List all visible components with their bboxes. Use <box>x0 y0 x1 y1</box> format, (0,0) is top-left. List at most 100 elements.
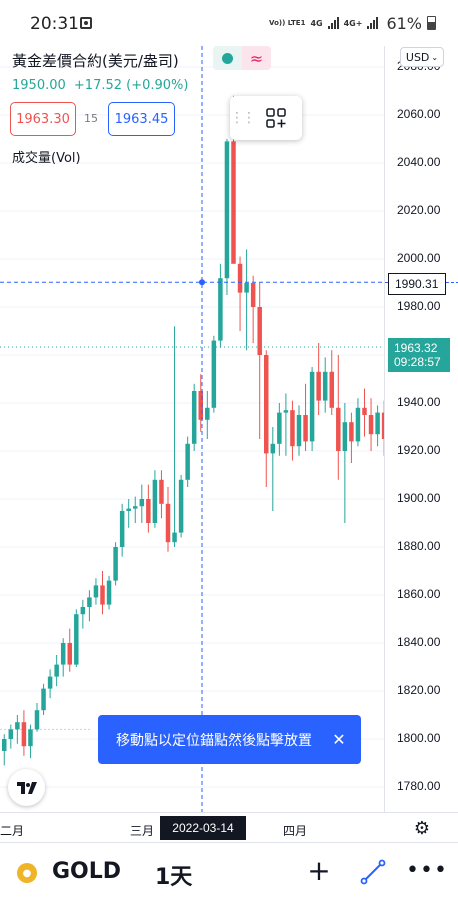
candle-body <box>349 422 354 442</box>
battery-icon <box>427 16 436 30</box>
candle-body <box>237 263 243 293</box>
candle-body <box>100 585 105 605</box>
candle-body <box>47 676 53 689</box>
candle-body <box>106 580 112 605</box>
candle-body <box>54 664 59 677</box>
candle-body <box>290 410 295 447</box>
candle-body <box>224 141 230 279</box>
grid-plus-icon <box>266 108 286 128</box>
status-bar: 20:31 Vo)) LTE1 4G 4G+ 61% <box>0 0 458 46</box>
currency-select[interactable]: USD ⌄ <box>400 47 444 67</box>
signal-strength-icon <box>327 17 339 29</box>
chart-canvas[interactable] <box>0 46 384 812</box>
candle-body <box>15 722 20 730</box>
candle-body <box>8 729 14 739</box>
buy-button[interactable]: 1963.45 <box>108 102 175 136</box>
candle-body <box>172 532 177 543</box>
drag-handle-icon[interactable]: ⋮⋮ <box>230 110 256 126</box>
candle-body <box>322 371 328 401</box>
candle-body <box>126 508 131 511</box>
more-options-icon[interactable]: ••• <box>406 857 448 883</box>
candle-body <box>296 415 302 447</box>
time-label-feb: 二月 <box>0 824 25 838</box>
current-price: 1950.00 <box>12 78 66 93</box>
chevron-down-icon: ⌄ <box>431 52 439 62</box>
drawing-hint-toast: 移動點以定位錨點然後點擊放置 ✕ <box>98 715 361 764</box>
candle-body <box>264 355 269 454</box>
candle-body <box>250 283 256 307</box>
crosshair-anchor-point <box>199 279 205 286</box>
price-tick-label: 1780.00 <box>397 779 441 793</box>
candle-body <box>368 415 374 435</box>
candle-body <box>87 597 92 607</box>
candle-body <box>231 141 236 264</box>
price-tick-label: 1860.00 <box>397 587 441 601</box>
candle-body <box>198 391 203 420</box>
candle-body <box>41 688 46 711</box>
candle-body <box>270 443 276 454</box>
wave-icon[interactable]: ≈ <box>242 46 271 70</box>
price-axis[interactable]: 2080.002060.002040.002020.002000.001980.… <box>384 46 458 812</box>
drawing-tool-icon[interactable] <box>360 859 386 885</box>
candle-body <box>113 547 118 581</box>
price-tick-label: 1820.00 <box>397 683 441 697</box>
spread-value: 15 <box>84 112 98 125</box>
network-type-2: 4G+ <box>343 18 363 28</box>
candle-body <box>283 410 289 413</box>
price-tick-label: 1900.00 <box>397 491 441 505</box>
candle-body <box>362 407 367 415</box>
candle-body <box>152 479 158 523</box>
candle-body <box>34 710 40 730</box>
toast-message: 移動點以定位錨點然後點擊放置 <box>116 732 312 749</box>
crosshair-date-tag: 2022-03-14 <box>160 816 246 840</box>
candle-body <box>205 407 210 420</box>
battery-level: 61% <box>386 13 422 33</box>
price-change: +17.52 (+0.90%) <box>73 78 189 93</box>
candle-body <box>277 412 282 444</box>
add-plus-icon[interactable]: + <box>307 853 331 887</box>
volume-indicator-label[interactable]: 成交量(Vol) <box>12 151 81 166</box>
price-tick-label: 1880.00 <box>397 539 441 553</box>
signal-strength-icon-2 <box>367 17 379 29</box>
price-tick-label: 2020.00 <box>397 203 441 217</box>
bar-countdown: 09:28:57 <box>394 355 441 369</box>
candlestick-chart[interactable] <box>0 46 384 812</box>
candle-body <box>178 479 184 533</box>
candle-body <box>355 407 361 442</box>
market-open-indicator[interactable] <box>213 46 242 70</box>
floating-drawing-toolbar[interactable]: ⋮⋮ <box>230 96 302 140</box>
candle-body <box>375 412 380 435</box>
symbol-status-buttons[interactable]: ≈ <box>213 46 271 70</box>
candle-body <box>211 340 217 408</box>
candle-body <box>93 585 99 598</box>
candle-body <box>80 607 86 615</box>
time-label-mar: 三月 <box>130 824 155 838</box>
chart-settings-gear-icon[interactable]: ⚙ <box>413 817 431 839</box>
network-type-1: 4G <box>310 18 323 28</box>
candle-body <box>336 407 341 451</box>
price-tick-label: 1920.00 <box>397 443 441 457</box>
interval-button[interactable]: 1天 <box>155 865 193 890</box>
close-icon[interactable]: ✕ <box>332 729 346 749</box>
candle-body <box>28 729 33 747</box>
candle-body <box>139 499 145 507</box>
price-tick-label: 2040.00 <box>397 155 441 169</box>
candle-body <box>146 499 151 523</box>
currency-label: USD <box>405 50 430 64</box>
price-tick-label: 2000.00 <box>397 251 441 265</box>
status-time: 20:31 <box>30 14 79 34</box>
add-object-button[interactable] <box>254 96 298 140</box>
candle-body <box>244 283 249 293</box>
tradingview-logo[interactable] <box>8 769 45 806</box>
bottom-toolbar: ● GOLD 1天 + ••• <box>0 842 458 900</box>
symbol-title[interactable]: 黃金差價合約(美元/盎司) <box>12 52 179 70</box>
sell-button[interactable]: 1963.30 <box>10 102 76 136</box>
candle-body <box>74 614 79 665</box>
candle-body <box>329 371 334 408</box>
tv-logo-icon <box>16 781 37 794</box>
symbol-button[interactable]: GOLD <box>52 859 122 884</box>
candle-body <box>316 371 321 401</box>
candle-body <box>381 412 384 439</box>
last-price-tag: 1963.32 09:28:57 <box>388 338 450 372</box>
market-open-dot-icon <box>222 52 233 64</box>
